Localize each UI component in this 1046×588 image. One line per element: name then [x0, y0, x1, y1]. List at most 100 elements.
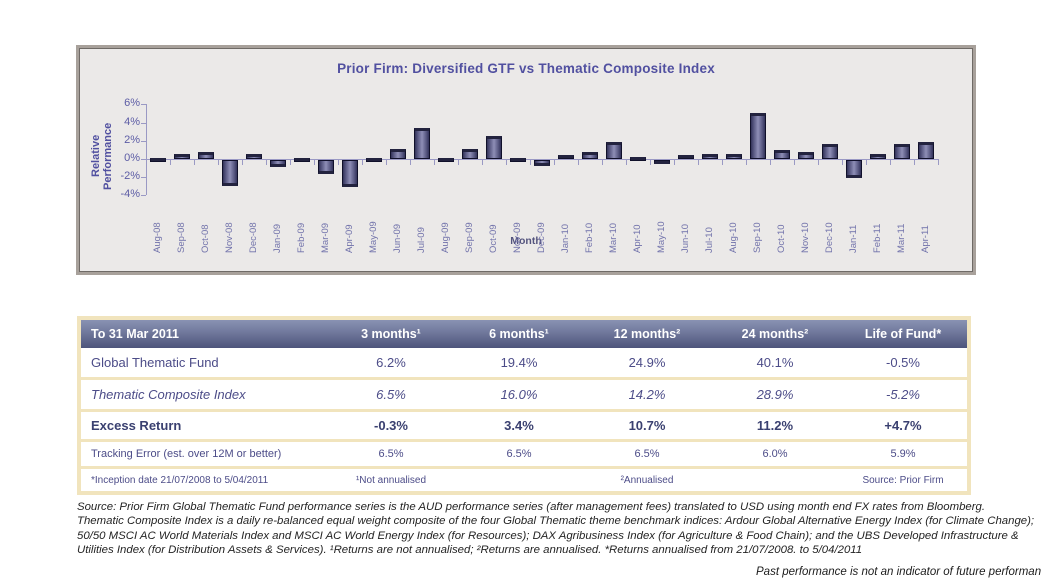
x-tick-mark [170, 159, 171, 165]
inception-note: *Inception date 21/07/2008 to 5/04/2011 [91, 474, 269, 486]
chart-bar [654, 160, 670, 164]
table-header-cell: 6 months¹ [489, 327, 549, 341]
x-tick-mark [674, 159, 675, 165]
chart-bar [246, 153, 262, 159]
x-tick-label: Oct-08 [200, 224, 211, 253]
x-tick-mark [266, 159, 267, 165]
chart-bar [510, 157, 526, 162]
chart-bar [846, 160, 862, 179]
x-tick-mark [866, 159, 867, 165]
x-tick-label: Oct-09 [488, 224, 499, 253]
x-tick-label: Dec-08 [248, 222, 259, 253]
table-header-cell: 24 months² [741, 327, 809, 341]
x-tick-mark [842, 159, 843, 165]
chart-bar [750, 112, 766, 159]
x-tick-label: Jan-09 [272, 223, 283, 253]
chart-bar [774, 149, 790, 159]
x-tick-label: Jul-09 [416, 227, 427, 253]
x-tick-mark [386, 159, 387, 165]
row-label: Tracking Error (est. over 12M or better) [91, 448, 282, 460]
y-tick-label: -4% [120, 188, 140, 201]
row-label: Excess Return [91, 418, 182, 433]
x-tick-mark [698, 159, 699, 165]
x-tick-label: Dec-10 [824, 222, 835, 253]
row-value: 14.2% [628, 387, 666, 402]
x-tick-mark [218, 159, 219, 165]
table-row: Tracking Error (est. over 12M or better)… [81, 439, 967, 466]
x-tick-mark [530, 159, 531, 165]
row-value: 6.5% [506, 448, 532, 460]
row-value: -0.3% [374, 418, 408, 433]
x-axis-title: Month [510, 235, 542, 247]
row-value: 6.5% [634, 448, 660, 460]
chart-bar [630, 157, 646, 162]
footnote-not-annualised: ¹Not annualised [355, 474, 427, 486]
row-value: 3.4% [504, 418, 534, 433]
x-axis-line [146, 159, 938, 160]
chart-bar [918, 141, 934, 159]
row-value: 6.5% [376, 387, 406, 402]
row-value: 6.2% [376, 355, 406, 370]
x-tick-mark [314, 159, 315, 165]
x-tick-mark [362, 159, 363, 165]
y-tick-label: -2% [120, 170, 140, 183]
chart-bar [462, 148, 478, 159]
x-tick-label: Jun-10 [680, 223, 691, 253]
row-value: 24.9% [628, 355, 666, 370]
x-tick-label: Apr-10 [632, 224, 643, 253]
row-value: 6.0% [762, 448, 788, 460]
x-tick-mark [578, 159, 579, 165]
x-tick-label: Apr-09 [344, 224, 355, 253]
x-tick-label: Mar-10 [608, 222, 619, 253]
table-body: Global Thematic Fund 6.2% 19.4% 24.9% 40.1% -… [81, 348, 967, 466]
x-tick-label: Jul-10 [704, 227, 715, 253]
row-value: 11.2% [756, 418, 794, 433]
chart-bar [870, 153, 886, 159]
table-row: Thematic Composite Index 6.5% 16.0% 14.2% 28… [81, 377, 967, 409]
x-tick-mark [194, 159, 195, 165]
x-tick-mark [146, 159, 147, 165]
table-header-cell: 12 months² [613, 327, 681, 341]
chart-bar [606, 141, 622, 159]
chart-bar [582, 151, 598, 159]
chart-bar [702, 154, 718, 159]
performance-table: To 31 Mar 2011 3 months¹ 6 months¹ 12 month… [77, 316, 971, 495]
row-value: -5.2% [886, 387, 920, 402]
x-tick-label: May-09 [368, 221, 379, 253]
y-tick-label: 6% [124, 97, 140, 110]
x-tick-label: Aug-08 [152, 222, 163, 253]
chart-bar [318, 160, 334, 174]
chart-bar [294, 157, 310, 162]
x-tick-label: Feb-09 [296, 222, 307, 253]
chart-bar [198, 151, 214, 159]
x-tick-mark [482, 159, 483, 165]
chart-bar [798, 151, 814, 159]
y-axis-line [146, 104, 147, 196]
chart-bar [558, 155, 574, 160]
y-tick-label: 4% [124, 115, 140, 128]
row-label: Global Thematic Fund [91, 355, 219, 370]
x-tick-label: Feb-10 [584, 222, 595, 253]
table-row: Excess Return -0.3% 3.4% 10.7% 11.2% +4.7% [81, 409, 967, 439]
x-tick-label: Oct-10 [776, 224, 787, 253]
chart-bar [414, 128, 430, 159]
y-tick-mark [141, 140, 146, 142]
chart-bar [534, 160, 550, 167]
y-tick-mark [141, 122, 146, 124]
x-tick-mark [722, 159, 723, 165]
row-value: 10.7% [628, 418, 666, 433]
x-tick-label: Feb-11 [872, 223, 883, 253]
y-tick-label: 0% [124, 152, 140, 164]
y-tick-mark [141, 195, 146, 197]
x-tick-label: Nov-08 [224, 222, 235, 253]
y-tick-label: 2% [124, 133, 140, 146]
x-tick-label: Mar-09 [320, 222, 331, 253]
x-tick-label: Dec-09 [536, 222, 547, 253]
x-tick-mark [410, 159, 411, 165]
row-value: 19.4% [500, 355, 538, 370]
table-row: Global Thematic Fund 6.2% 19.4% 24.9% 40.1% -… [81, 348, 967, 377]
table-header-cell: Life of Fund* [864, 327, 942, 341]
x-tick-label: Mar-11 [896, 223, 907, 253]
x-tick-mark [626, 159, 627, 165]
row-label: Thematic Composite Index [91, 387, 246, 402]
